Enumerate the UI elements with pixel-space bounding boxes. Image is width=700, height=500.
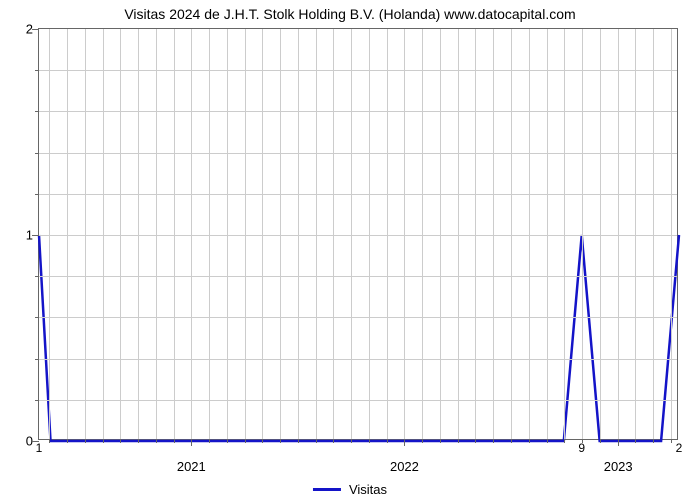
- xtick-minor: [404, 439, 405, 443]
- gridline-v-minor: [564, 29, 565, 439]
- ytick-minor: [35, 400, 39, 401]
- gridline-v-minor: [635, 29, 636, 439]
- xtick-minor: [85, 439, 86, 443]
- gridline-v-minor: [671, 29, 672, 439]
- ytick-minor: [35, 317, 39, 318]
- gridline-v-minor: [209, 29, 210, 439]
- xtick-minor: [333, 439, 334, 443]
- xtick-minor: [635, 439, 636, 443]
- xtick-minor: [547, 439, 548, 443]
- xtick-minor: [600, 439, 601, 443]
- gridline-v-minor: [333, 29, 334, 439]
- gridline-v: [191, 29, 192, 439]
- gridline-v: [404, 29, 405, 439]
- xtick-minor: [529, 439, 530, 443]
- x-under-9: 9: [578, 441, 585, 455]
- gridline-v-minor: [245, 29, 246, 439]
- gridline-v-minor: [493, 29, 494, 439]
- xtick-minor: [174, 439, 175, 443]
- xtick-minor: [49, 439, 50, 443]
- gridline-v-minor: [49, 29, 50, 439]
- xtick-minor: [156, 439, 157, 443]
- xtick-minor: [227, 439, 228, 443]
- gridline-v-minor: [316, 29, 317, 439]
- xtick-label: 2023: [604, 459, 633, 474]
- xtick-minor: [103, 439, 104, 443]
- gridline-v-minor: [103, 29, 104, 439]
- gridline-v-minor: [547, 29, 548, 439]
- xtick-minor: [618, 439, 619, 443]
- x-under-left: 1: [36, 441, 43, 455]
- gridline-v-minor: [369, 29, 370, 439]
- gridline-v-minor: [138, 29, 139, 439]
- ytick-minor: [35, 153, 39, 154]
- ytick-minor: [35, 70, 39, 71]
- xtick-minor: [493, 439, 494, 443]
- xtick-minor: [245, 439, 246, 443]
- xtick-minor: [316, 439, 317, 443]
- xtick-minor: [369, 439, 370, 443]
- xtick-minor: [387, 439, 388, 443]
- gridline-v-minor: [440, 29, 441, 439]
- gridline-v: [618, 29, 619, 439]
- x-under-right: 2: [676, 441, 683, 455]
- xtick-minor: [351, 439, 352, 443]
- xtick-minor: [458, 439, 459, 443]
- gridline-v-minor: [156, 29, 157, 439]
- gridline-v-minor: [653, 29, 654, 439]
- xtick-minor: [298, 439, 299, 443]
- xtick-minor: [191, 439, 192, 443]
- gridline-v-minor: [422, 29, 423, 439]
- legend-swatch: [313, 488, 341, 491]
- gridline-v-minor: [351, 29, 352, 439]
- gridline-v-minor: [67, 29, 68, 439]
- legend-label: Visitas: [349, 482, 387, 497]
- ytick-minor: [35, 276, 39, 277]
- xtick-minor: [475, 439, 476, 443]
- legend: Visitas: [313, 482, 387, 497]
- xtick-minor: [209, 439, 210, 443]
- gridline-v-minor: [280, 29, 281, 439]
- xtick-minor: [564, 439, 565, 443]
- ytick-minor: [35, 359, 39, 360]
- ytick-major: [32, 235, 39, 236]
- chart-title: Visitas 2024 de J.H.T. Stolk Holding B.V…: [0, 6, 700, 22]
- gridline-v-minor: [582, 29, 583, 439]
- xtick-minor: [422, 439, 423, 443]
- gridline-v-minor: [227, 29, 228, 439]
- xtick-label: 2021: [177, 459, 206, 474]
- chart-container: Visitas 2024 de J.H.T. Stolk Holding B.V…: [0, 0, 700, 500]
- gridline-v-minor: [511, 29, 512, 439]
- xtick-minor: [280, 439, 281, 443]
- xtick-minor: [138, 439, 139, 443]
- plot-area: 012202120222023192: [38, 28, 678, 440]
- ytick-minor: [35, 194, 39, 195]
- gridline-v-minor: [174, 29, 175, 439]
- xtick-label: 2022: [390, 459, 419, 474]
- xtick-minor: [653, 439, 654, 443]
- gridline-v-minor: [85, 29, 86, 439]
- xtick-minor: [671, 439, 672, 443]
- gridline-v-minor: [262, 29, 263, 439]
- gridline-v-minor: [475, 29, 476, 439]
- ytick-major: [32, 29, 39, 30]
- gridline-v-minor: [529, 29, 530, 439]
- gridline-v-minor: [458, 29, 459, 439]
- xtick-minor: [67, 439, 68, 443]
- xtick-minor: [440, 439, 441, 443]
- gridline-v-minor: [120, 29, 121, 439]
- gridline-v-minor: [600, 29, 601, 439]
- xtick-minor: [511, 439, 512, 443]
- gridline-v-minor: [298, 29, 299, 439]
- ytick-minor: [35, 111, 39, 112]
- gridline-v-minor: [387, 29, 388, 439]
- xtick-minor: [262, 439, 263, 443]
- xtick-minor: [120, 439, 121, 443]
